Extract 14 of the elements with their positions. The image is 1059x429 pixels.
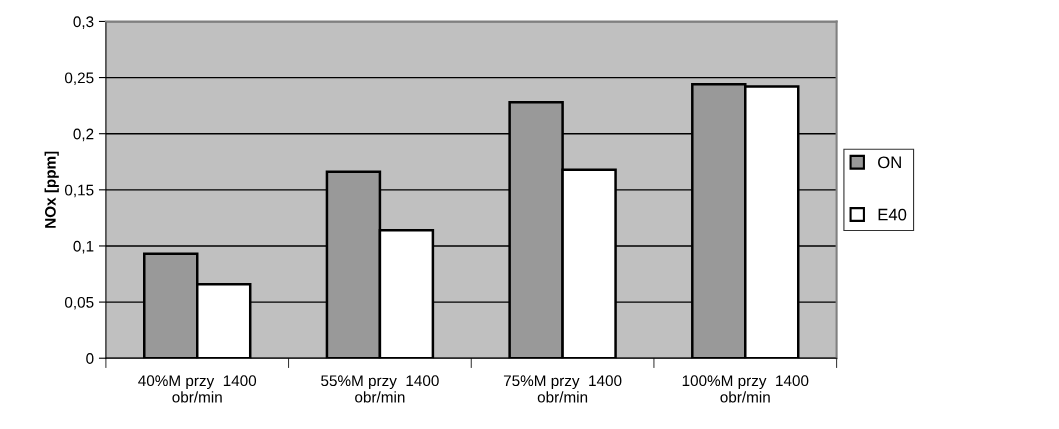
x-tick-label: 75%M przy 1400 obr/min: [503, 375, 622, 403]
y-tick-label: 0,2: [73, 128, 94, 142]
x-tick-label: 55%M przy 1400 obr/min: [321, 375, 439, 403]
y-tick-label: 0: [86, 353, 94, 364]
y-tick-label: 0,3: [73, 16, 94, 29]
y-tick-label: 0,25: [64, 72, 94, 86]
y-tick-label: 0,1: [73, 240, 94, 254]
legend-label: E40: [878, 208, 907, 221]
y-tick-label: 0,05: [64, 296, 94, 310]
y-axis-title: NOx [ppm]: [44, 151, 59, 228]
x-tick-label: 100%M przy 1400 obr/min: [682, 375, 809, 403]
x-tick-label: 40%M przy 1400 obr/min: [138, 375, 257, 403]
y-tick-label: 0,15: [64, 184, 94, 198]
legend-label: ON: [878, 156, 901, 169]
